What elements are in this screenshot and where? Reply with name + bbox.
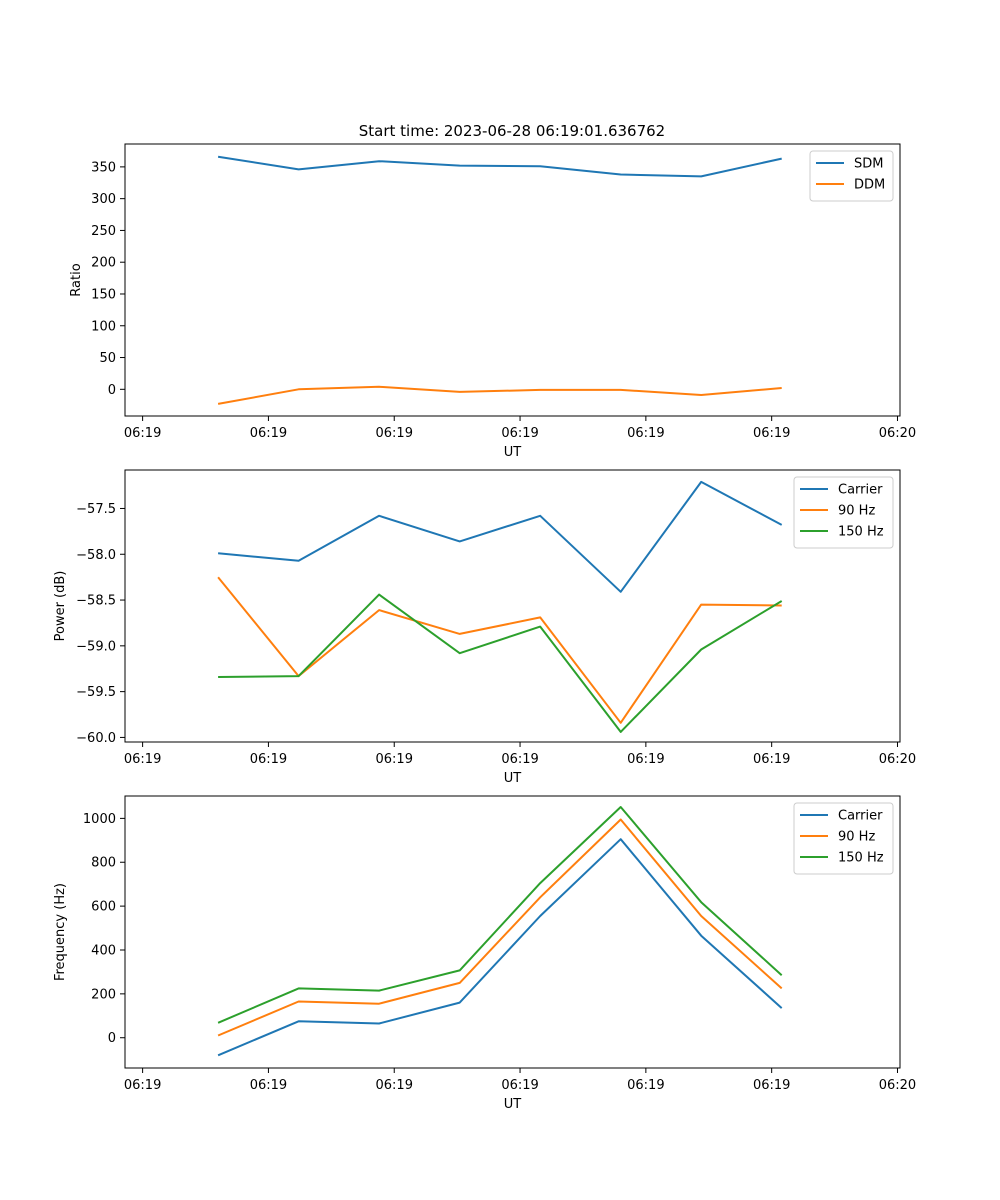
x-tick-label: 06:19 — [124, 1078, 161, 1093]
y-tick-label: −58.0 — [76, 548, 116, 563]
y-tick-label: 800 — [91, 856, 116, 871]
x-tick-label: 06:19 — [501, 752, 538, 767]
y-tick-label: 0 — [108, 383, 116, 398]
x-tick-label: 06:19 — [627, 1078, 664, 1093]
y-tick-label: 300 — [91, 192, 116, 207]
legend: Carrier 90 Hz 150 Hz — [793, 802, 894, 875]
series-line-carrier — [218, 480, 783, 593]
y-axis-label: Ratio — [69, 263, 84, 296]
legend-label: SDM — [854, 157, 883, 172]
y-tick-label: 250 — [91, 224, 116, 239]
x-axis-label: UT — [504, 771, 522, 786]
y-tick-label: −57.5 — [76, 502, 116, 517]
x-tick-label: 06:19 — [124, 752, 161, 767]
y-tick-label: 600 — [91, 900, 116, 915]
legend-label: 90 Hz — [838, 504, 875, 519]
legend: Carrier 90 Hz 150 Hz — [793, 476, 894, 549]
y-axis-label: Frequency (Hz) — [53, 883, 68, 981]
x-tick-label: 06:20 — [879, 752, 916, 767]
y-tick-label: 200 — [91, 256, 116, 271]
y-tick-label: −60.0 — [76, 731, 116, 746]
y-tick-label: 150 — [91, 287, 116, 302]
series-line-sdm — [217, 155, 782, 178]
y-tick-label: 400 — [91, 943, 116, 958]
legend-label: 150 Hz — [838, 851, 884, 866]
x-tick-label: 06:19 — [124, 426, 161, 441]
x-tick-label: 06:19 — [250, 426, 287, 441]
legend: SDM DDM — [809, 150, 894, 202]
y-tick-label: 0 — [108, 1031, 116, 1046]
x-axis-label: UT — [504, 445, 522, 460]
x-tick-label: 06:19 — [376, 426, 413, 441]
legend-label: 90 Hz — [838, 830, 875, 845]
y-tick-label: 1000 — [83, 812, 116, 827]
x-tick-label: 06:19 — [501, 426, 538, 441]
legend-label: Carrier — [838, 809, 883, 824]
x-tick-label: 06:19 — [376, 1078, 413, 1093]
x-tick-label: 06:19 — [627, 752, 664, 767]
x-tick-label: 06:19 — [627, 426, 664, 441]
y-tick-label: 350 — [91, 160, 116, 175]
legend-label: DDM — [854, 178, 885, 193]
x-tick-label: 06:20 — [879, 1078, 916, 1093]
axes-frame — [124, 469, 901, 743]
x-tick-label: 06:19 — [376, 752, 413, 767]
legend-label: 150 Hz — [838, 525, 884, 540]
y-tick-label: −58.5 — [76, 594, 116, 609]
axes-frame — [124, 143, 901, 417]
x-tick-label: 06:19 — [250, 1078, 287, 1093]
x-tick-label: 06:20 — [879, 426, 916, 441]
x-tick-label: 06:19 — [753, 426, 790, 441]
frequency-panel: 0 200 400 600 800 1000 06:19 06:19 06:19 06:19 06:… — [53, 795, 916, 1112]
series-line-90-hz — [217, 576, 782, 724]
figure-title: Start time: 2023-06-28 06:19:01.636762 — [359, 122, 665, 140]
axes-frame — [124, 795, 901, 1069]
series-line-90-hz — [217, 818, 783, 1037]
y-tick-label: 200 — [91, 987, 116, 1002]
legend-label: Carrier — [838, 483, 883, 498]
x-tick-label: 06:19 — [501, 1078, 538, 1093]
series-line-150-hz — [218, 593, 783, 733]
y-tick-label: 100 — [91, 319, 116, 334]
series-line-150-hz — [217, 806, 783, 1024]
y-tick-label: −59.5 — [76, 685, 116, 700]
x-tick-label: 06:19 — [753, 752, 790, 767]
series-line-carrier — [217, 838, 783, 1057]
x-tick-label: 06:19 — [753, 1078, 790, 1093]
ratio-panel: 0 50 100 150 200 250 300 350 06:19 06:19 06:19 06:1… — [69, 143, 916, 460]
y-tick-label: −59.0 — [76, 639, 116, 654]
power-panel: −60.0 −59.5 −59.0 −58.5 −58.0 −57.5 06:19 06:19… — [53, 469, 916, 786]
y-axis-label: Power (dB) — [53, 571, 68, 642]
series-line-ddm — [217, 385, 782, 405]
x-axis-label: UT — [504, 1097, 522, 1112]
y-tick-label: 50 — [99, 351, 116, 366]
x-tick-label: 06:19 — [250, 752, 287, 767]
panels-container: 0 50 100 150 200 250 300 350 06:19 06:19 06:19 06:1… — [53, 143, 916, 1112]
